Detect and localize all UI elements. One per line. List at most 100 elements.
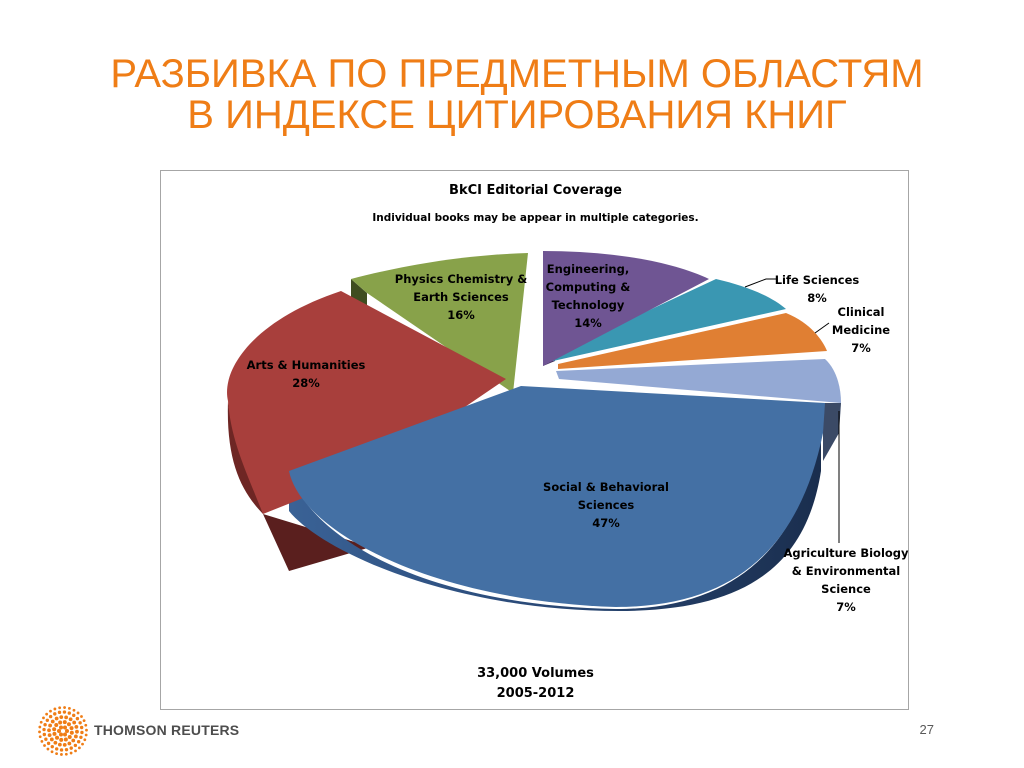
logo-dot <box>69 746 73 750</box>
logo-dot <box>83 738 87 742</box>
logo-dot <box>74 749 77 753</box>
logo-dot <box>64 715 69 720</box>
logo-dot <box>39 720 43 724</box>
logo-dot <box>71 738 76 743</box>
logo-dot <box>80 715 83 718</box>
logo-dot <box>45 712 49 716</box>
slide-title: РАЗБИВКА ПО ПРЕДМЕТНЫМ ОБЛАСТЯМ В ИНДЕКС… <box>60 54 974 136</box>
logo-dot <box>64 752 68 756</box>
logo-dot <box>63 732 67 737</box>
logo-dot <box>59 737 64 742</box>
logo-dot <box>48 723 53 728</box>
data-label-engineering: Engineering, Computing & Technology 14% <box>545 262 631 330</box>
logo-dot <box>54 716 59 721</box>
logo-dot <box>38 725 42 729</box>
chart-footer: 33,000 Volumes 2005-2012 <box>161 664 910 704</box>
logo-dot <box>62 710 67 714</box>
logo-dot <box>55 747 59 751</box>
logo-dot <box>50 719 55 724</box>
logo-dot <box>42 727 46 732</box>
chart-title: BkCI Editorial Coverage <box>449 183 622 198</box>
logo-dot <box>53 707 57 711</box>
logo-dot <box>59 748 64 752</box>
logo-dot <box>47 728 51 733</box>
data-label-social-behavioral: Social & Behavioral Sciences 47% <box>543 480 669 530</box>
logo-dot <box>59 725 63 730</box>
logo-dot <box>58 706 62 710</box>
logo-dot <box>82 719 86 723</box>
logo-dot <box>49 737 54 742</box>
logo-dot <box>84 733 88 737</box>
logo-dot <box>57 742 62 747</box>
logo-dot <box>78 721 82 725</box>
logo-dot <box>66 722 71 727</box>
data-label-clinical-medicine: Clinical Medicine 7% <box>831 305 891 355</box>
logo-dot <box>43 723 47 727</box>
slice-side-arts-humanities <box>263 514 371 571</box>
logo-dot <box>57 710 62 715</box>
logo-dot <box>64 747 69 752</box>
slide-title-line-2: В ИНДЕКСЕ ЦИТИРОВАНИЯ КНИГ <box>187 93 847 137</box>
data-label-life-sciences: Life Sciences 8% <box>774 273 860 305</box>
logo-dot <box>77 746 81 750</box>
logo-dot <box>73 734 78 739</box>
logo-dot <box>55 735 60 740</box>
chart-footer-volumes: 33,000 Volumes <box>477 666 594 681</box>
logo-dot <box>76 740 81 744</box>
chart-footer-years: 2005-2012 <box>496 686 575 701</box>
logo-dot <box>47 733 52 738</box>
logo-dot <box>62 720 67 725</box>
logo-dot <box>42 732 47 737</box>
leader-line-life-sciences <box>744 278 776 288</box>
slice-engineering <box>543 251 709 366</box>
logo-dot <box>65 729 69 733</box>
logo-dot <box>75 716 80 721</box>
chart-subtitle: Individual books may be appear in multip… <box>372 212 699 224</box>
logo-dot <box>69 726 74 731</box>
data-label-arts-humanities: Arts & Humanities 28% <box>246 358 366 390</box>
slice-clinical-medicine <box>558 313 827 369</box>
logo-dot <box>46 741 51 746</box>
slice-social-behavioral <box>289 386 825 607</box>
logo-dot <box>85 728 88 732</box>
logo-dot <box>80 730 84 735</box>
thomson-reuters-logo-icon <box>38 706 88 756</box>
pie-chart <box>227 251 841 611</box>
data-label-physics-chemistry: Physics Chemistry & Earth Sciences 16% <box>394 272 528 322</box>
logo-dot <box>49 709 52 713</box>
logo-dot <box>84 723 88 727</box>
leader-line-clinical <box>814 322 830 334</box>
logo-dot <box>67 734 72 739</box>
logo-dot <box>79 725 84 730</box>
logo-dot <box>45 718 50 722</box>
logo-dot <box>53 740 58 745</box>
logo-dot <box>69 751 73 755</box>
slice-life-sciences <box>551 279 786 361</box>
logo-dot <box>50 744 54 749</box>
logo-dot <box>63 737 68 742</box>
logo-dot <box>72 708 76 712</box>
logo-dot <box>79 735 83 739</box>
logo-dot <box>58 720 63 725</box>
logo-dot <box>38 730 41 734</box>
logo-dot <box>43 744 46 747</box>
slice-arts-humanities <box>227 291 506 514</box>
slice-agriculture-biology <box>556 359 841 403</box>
logo-dot <box>72 713 76 718</box>
logo-dot <box>50 750 54 754</box>
logo-dot <box>52 727 57 732</box>
logo-dot <box>48 714 53 719</box>
logo-dot <box>40 739 44 743</box>
logo-dot <box>57 729 61 733</box>
logo-dot <box>55 752 58 756</box>
logo-dot <box>67 741 72 746</box>
logo-dot <box>62 742 67 747</box>
logo-dot <box>67 711 71 715</box>
logo-dot <box>68 717 73 722</box>
data-label-agriculture: Agriculture Biology & Environmental Scie… <box>783 546 909 614</box>
logo-dot <box>63 725 67 730</box>
logo-dot <box>76 711 80 715</box>
slice-side-agriculture <box>823 403 841 461</box>
slice-physics-chemistry <box>351 253 528 393</box>
chart-frame: BkCI Editorial Coverage Individual books… <box>160 170 909 710</box>
